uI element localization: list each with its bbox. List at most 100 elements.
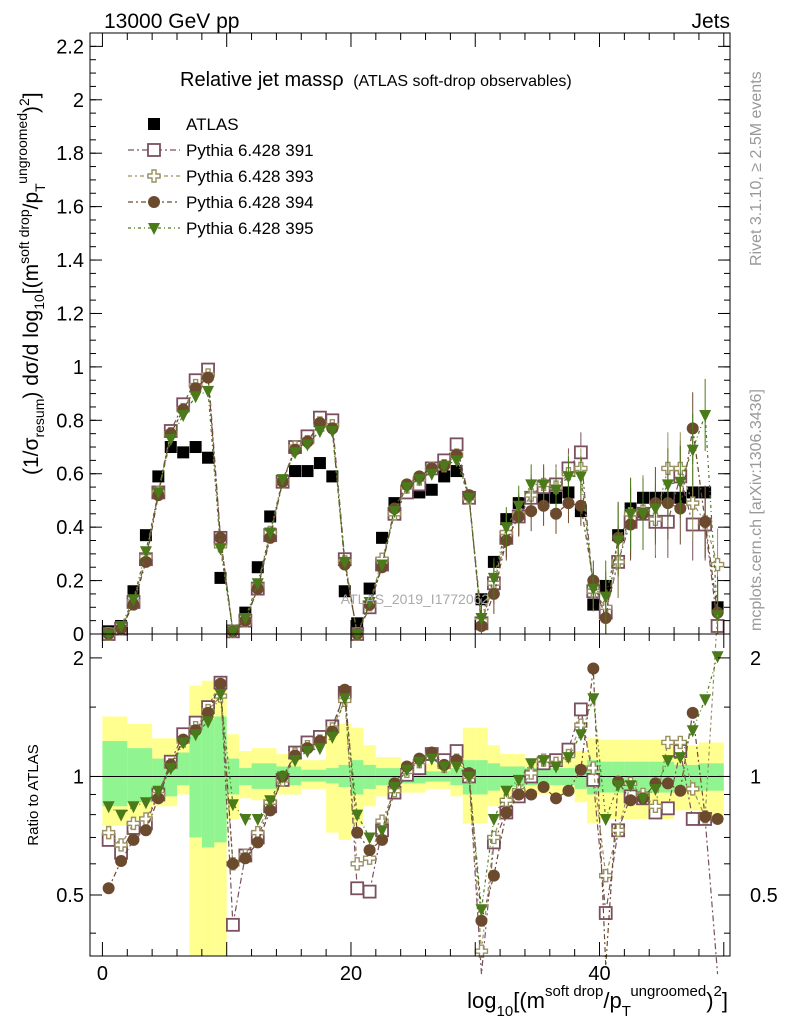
ratio-point xyxy=(499,793,514,807)
data-point xyxy=(376,531,389,544)
ratio-point xyxy=(475,914,488,927)
header-jets-label: Jets xyxy=(691,10,730,33)
ratio-y-tick-label: 0.5 xyxy=(56,885,84,907)
ratio-point xyxy=(673,735,687,750)
ratio-point xyxy=(475,904,488,917)
ratio-point xyxy=(512,774,525,787)
ratio-point xyxy=(152,785,165,798)
ratio-panel-frame xyxy=(89,633,731,957)
plot-title-main: Relative jet massρ xyxy=(180,69,344,91)
data-point xyxy=(102,629,115,641)
data-point xyxy=(189,391,202,404)
ratio-band-inner xyxy=(214,716,227,843)
ratio-point xyxy=(550,761,563,774)
ratio-band-inner xyxy=(189,726,202,838)
ratio-point xyxy=(177,737,190,750)
data-point xyxy=(127,594,140,607)
ratio-point xyxy=(525,758,538,771)
ratio-point xyxy=(661,777,674,790)
ratio-series-pythia-395 xyxy=(102,651,724,917)
data-point xyxy=(686,444,699,457)
legend-entry: ATLAS xyxy=(148,115,239,134)
ratio-point xyxy=(686,725,699,738)
ratio-point xyxy=(711,812,724,825)
ratio-y-tick-label: 1 xyxy=(73,766,84,788)
legend-label: ATLAS xyxy=(186,115,239,134)
data-point xyxy=(487,572,500,585)
ratio-series-line xyxy=(108,612,719,952)
ratio-point xyxy=(139,824,152,837)
legend-label: Pythia 6.428 391 xyxy=(186,141,314,160)
data-point xyxy=(264,527,277,540)
ratio-point xyxy=(599,813,612,826)
ratio-point xyxy=(487,830,501,845)
data-point xyxy=(475,612,488,625)
ratio-band-inner xyxy=(698,763,724,791)
y-tick-label: 2 xyxy=(73,90,84,112)
ratio-point xyxy=(126,816,141,831)
ratio-band-inner xyxy=(176,752,190,786)
y-tick-label: 1.2 xyxy=(56,303,84,325)
data-point xyxy=(562,471,575,484)
ratio-point xyxy=(338,683,351,696)
data-point xyxy=(686,496,700,510)
data-point xyxy=(438,470,451,483)
ratio-point xyxy=(127,801,140,814)
ratio-point xyxy=(363,844,376,857)
x-tick-label: 0 xyxy=(97,963,108,985)
data-point xyxy=(177,409,190,422)
data-point xyxy=(202,451,215,464)
ratio-point xyxy=(463,771,476,784)
legend-entry: Pythia 6.428 394 xyxy=(128,193,314,212)
data-point xyxy=(177,446,190,459)
ratio-point xyxy=(685,812,700,826)
ratio-panel: 0.5 0.5 1 1 2 2 0 20 40 Ratio to ATLAS log10[(m… xyxy=(25,612,778,1020)
legend-marker xyxy=(147,169,161,183)
ratio-point xyxy=(214,688,227,701)
ratio-point xyxy=(400,764,413,777)
legend-entry: Pythia 6.428 393 xyxy=(128,167,314,186)
data-point xyxy=(301,465,314,478)
header-energy-label: 13000 GeV pp xyxy=(104,10,239,33)
ratio-band-inner xyxy=(326,768,339,784)
series-line xyxy=(108,376,719,637)
data-point xyxy=(574,471,587,484)
ratio-point xyxy=(388,782,401,795)
data-point xyxy=(226,626,239,639)
ratio-band-inner xyxy=(475,760,488,795)
data-point xyxy=(313,425,326,438)
data-point xyxy=(276,474,289,487)
data-point xyxy=(351,629,364,641)
y-tick-label: 2.2 xyxy=(56,36,84,58)
ratio-point xyxy=(624,780,637,793)
ratio-point xyxy=(574,729,587,742)
data-point xyxy=(139,555,152,568)
main-x-ticks xyxy=(101,33,725,634)
ratio-point xyxy=(363,832,376,845)
data-point xyxy=(599,591,612,604)
data-point xyxy=(326,425,339,438)
ratio-point xyxy=(512,788,525,801)
ratio-point xyxy=(562,752,575,765)
data-point xyxy=(376,559,389,572)
legend-entry: Pythia 6.428 391 xyxy=(128,141,314,160)
ratio-point xyxy=(674,752,687,765)
ratio-point xyxy=(102,801,115,814)
y-tick-label: 0.2 xyxy=(56,571,84,593)
ratio-point xyxy=(598,906,613,920)
data-point xyxy=(289,465,302,478)
main-panel: 0 0.2 0.4 0.6 0.8 1 1.2 1.4 1.6 1.8 2 2.2 Relative … xyxy=(14,32,731,646)
legend-label: Pythia 6.428 395 xyxy=(186,219,314,238)
ratio-point xyxy=(376,825,389,838)
data-point xyxy=(699,515,712,528)
data-point xyxy=(512,500,525,513)
ratio-point xyxy=(239,852,252,865)
ratio-point xyxy=(686,782,700,796)
ratio-point xyxy=(264,795,277,808)
data-point xyxy=(550,484,563,497)
data-point xyxy=(525,479,538,492)
ratio-point xyxy=(114,838,128,852)
ratio-point xyxy=(189,729,202,742)
ratio-point xyxy=(239,813,252,826)
